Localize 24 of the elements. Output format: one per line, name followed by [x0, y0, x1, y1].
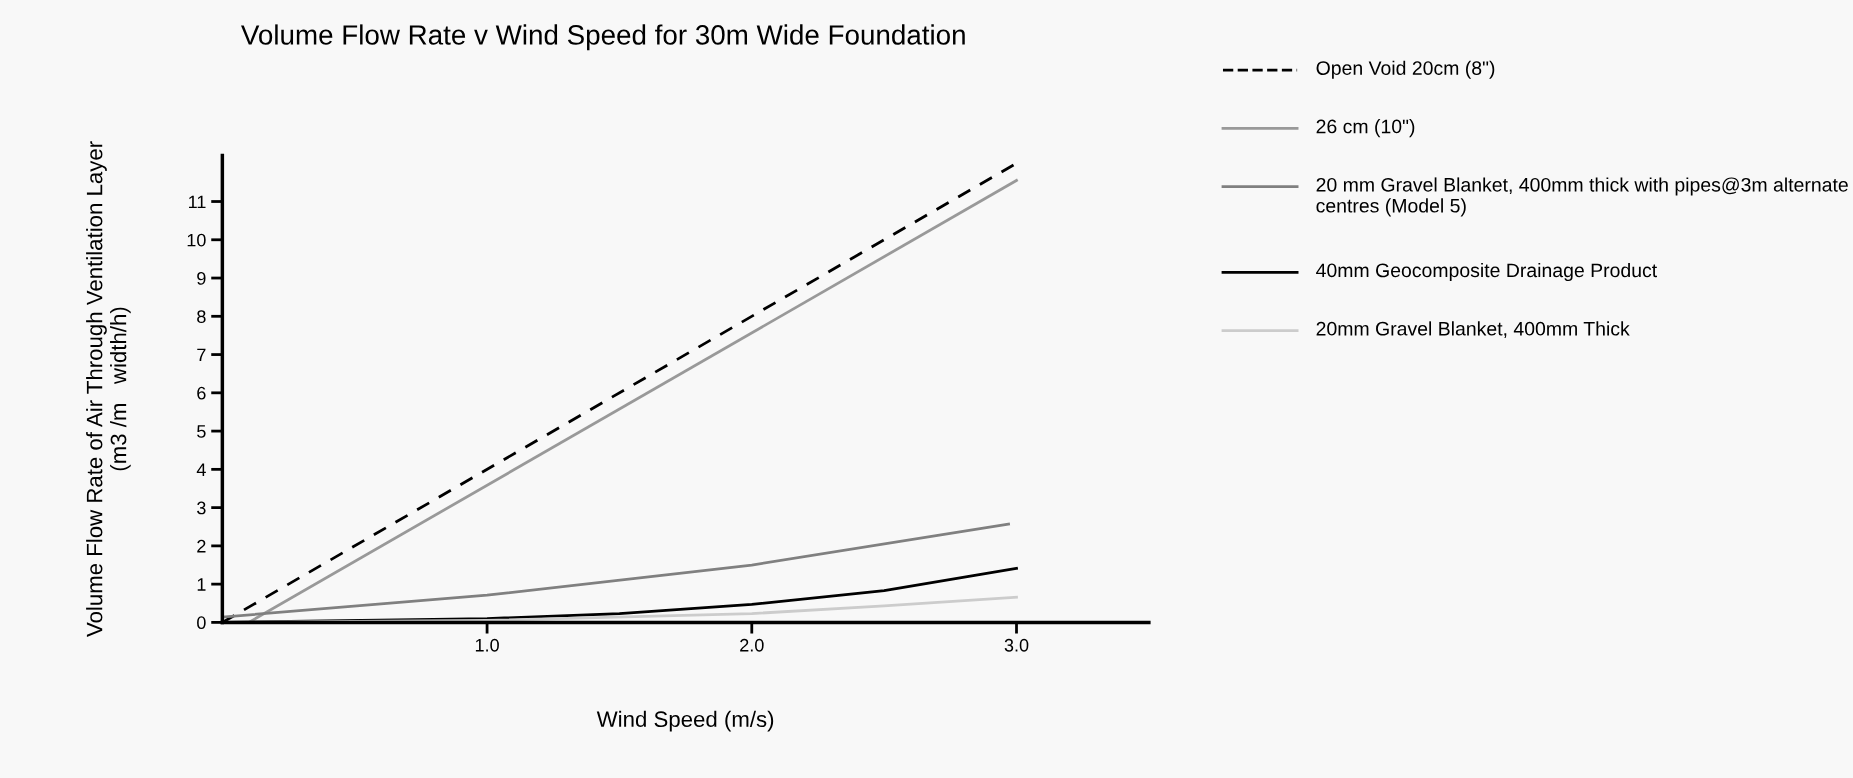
- y-tick-label: 9: [197, 271, 206, 285]
- y-tick-label: 3: [197, 501, 206, 515]
- y-tick-label: 6: [197, 386, 206, 400]
- line-series: [222, 522, 1010, 619]
- y-tick-label: 1: [197, 578, 206, 591]
- legend-label: Open Void 20cm (8"): [1316, 60, 1495, 79]
- y-tick-label: 11: [189, 195, 206, 209]
- legend-label: 20 mm Gravel Blanket, 400mm thick with pipes@3m alternate centres (Model 5): [1316, 177, 1848, 217]
- x-tick-label: 2.0: [740, 638, 764, 652]
- x-axis-title: Wind Speed (m/s): [596, 710, 774, 732]
- y-tick-label: 2: [197, 539, 206, 553]
- y-tick-label: 4: [196, 463, 206, 476]
- y-tick-label: 10: [187, 233, 206, 247]
- legend-label: 40mm Geocomposite Drainage Product: [1316, 262, 1658, 282]
- y-axis-title: Volume Flow Rate of Air Through Ventilation Layer (m3 /m width/h): [86, 141, 131, 637]
- y-tick-label: 5: [197, 425, 206, 438]
- legend-label: 20mm Gravel Blanket, 400mm Thick: [1316, 321, 1630, 338]
- y-tick-label: 7: [197, 348, 206, 362]
- x-tick-label: 1.0: [475, 638, 499, 652]
- y-tick-label: 8: [197, 310, 206, 324]
- legend-label: 26 cm (10"): [1316, 119, 1415, 138]
- x-tick-label: 3.0: [1004, 638, 1029, 652]
- chart-title: Volume Flow Rate v Wind Speed for 30m Wide Foundation: [241, 24, 965, 51]
- y-tick-label: 0: [197, 616, 206, 630]
